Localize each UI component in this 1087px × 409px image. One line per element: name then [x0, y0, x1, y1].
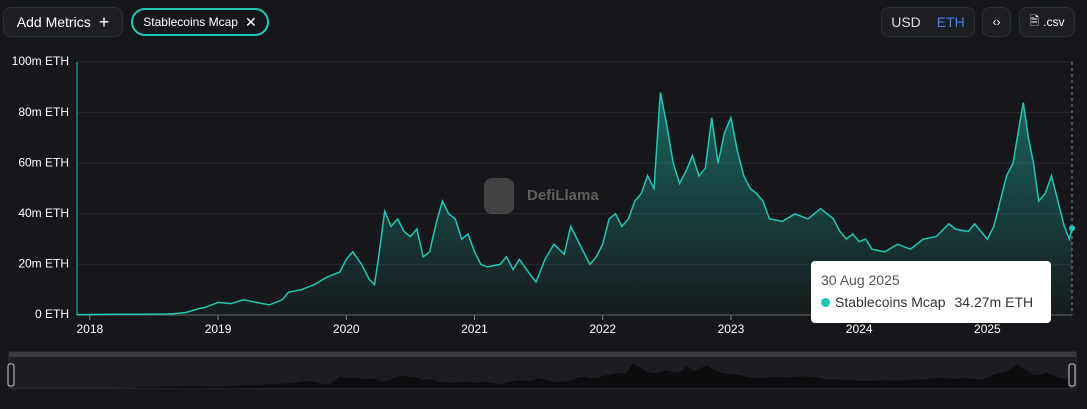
watermark: DefiLlama	[484, 178, 599, 214]
x-tick-label: 2018	[76, 322, 103, 336]
y-tick-label: 80m ETH	[18, 105, 69, 119]
x-tick-label: 2020	[333, 322, 360, 336]
tooltip-date: 30 Aug 2025	[821, 272, 900, 288]
plus-icon: +	[98, 11, 110, 32]
x-tick-label: 2022	[589, 322, 616, 336]
area	[77, 92, 1072, 316]
x-tick-label: 2019	[205, 322, 232, 336]
x-tick-label: 2024	[846, 322, 873, 336]
tooltip-value: 34.27m ETH	[954, 294, 1034, 310]
brush-mini-area	[14, 363, 1069, 388]
metric-chip[interactable]: Stablecoins Mcap ✕	[131, 8, 269, 36]
close-icon[interactable]: ✕	[244, 13, 257, 30]
tooltip-series: Stablecoins Mcap	[835, 294, 946, 310]
brush-handle-right[interactable]	[1068, 363, 1076, 387]
embed-button[interactable]: ‹›	[982, 7, 1011, 37]
tooltip: 30 Aug 2025 Stablecoins Mcap 34.27m ETH	[811, 261, 1051, 323]
line	[76, 92, 1073, 316]
csv-button[interactable]: 🗎 .csv	[1019, 7, 1075, 37]
usd-option[interactable]: USD	[891, 14, 921, 30]
y-tick-label: 60m ETH	[18, 155, 69, 169]
currency-toggle: USD ETH	[881, 7, 975, 37]
label: Stablecoins Mcap	[143, 15, 238, 29]
x-tick-label: 2023	[718, 322, 745, 336]
y-tick-label: 100m ETH	[12, 54, 69, 68]
y-tick-label: 0 ETH	[35, 307, 69, 321]
watermark-text: DefiLlama	[527, 187, 599, 204]
x-tick-label: 2021	[461, 322, 488, 336]
eth-option[interactable]: ETH	[936, 14, 965, 30]
label: Add Metrics	[16, 14, 91, 30]
watermark-logo	[484, 178, 514, 214]
label: .csv	[1043, 15, 1065, 29]
hover-point	[1069, 225, 1075, 232]
tooltip-marker	[821, 297, 830, 307]
brush-handle-left[interactable]	[7, 363, 15, 387]
x-tick-label: 2025	[974, 322, 1001, 336]
y-tick-label: 40m ETH	[18, 206, 69, 220]
y-tick-label: 20m ETH	[18, 257, 69, 271]
brush-top[interactable]	[9, 352, 1076, 357]
add-metrics-button[interactable]: Add Metrics +	[3, 7, 123, 37]
file-icon: 🗎	[1029, 13, 1040, 28]
